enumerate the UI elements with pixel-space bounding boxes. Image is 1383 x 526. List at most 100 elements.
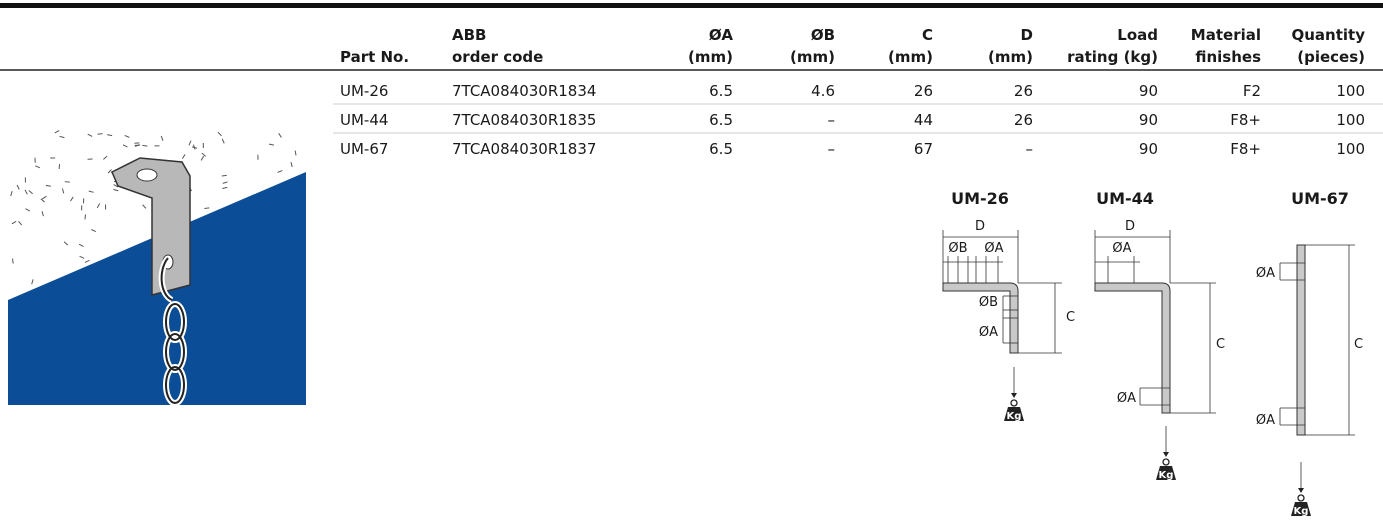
speckle (221, 174, 227, 177)
speckle (160, 135, 164, 141)
column-header: (mm) (790, 48, 835, 66)
speckle (222, 181, 228, 184)
diagram-label: ØA (1112, 241, 1131, 256)
table-cell: 6.5 (709, 82, 733, 100)
speckle (11, 220, 17, 225)
arrow-head (1298, 488, 1304, 493)
diagram-label: ØA (1256, 413, 1275, 428)
table-cell: 90 (1139, 111, 1158, 129)
speckle (113, 184, 119, 188)
column-header: finishes (1195, 48, 1261, 66)
speckle (40, 198, 45, 203)
table-cell: 90 (1139, 140, 1158, 158)
speckle (91, 229, 97, 232)
weight-ring (1297, 494, 1305, 502)
diagram-title: UM-26 (951, 189, 1009, 208)
table-cell: F2 (1243, 82, 1261, 100)
speckle (200, 155, 205, 161)
diagrams: UM-26 UM-44 UM-67 D ØB ØA ØB ØA C Kg D ØA ØA C Kg ØA ØA C… (942, 189, 1363, 517)
speckle (59, 135, 65, 139)
speckle (88, 190, 94, 193)
speckle (221, 138, 225, 144)
speckle (134, 144, 140, 147)
table-cell: 26 (1014, 82, 1033, 100)
diagram-label: ØA (1117, 391, 1136, 406)
speckle (107, 134, 113, 137)
column-header: Part No. (340, 48, 409, 66)
column-header: Load (1117, 26, 1158, 44)
weight-ring (1010, 399, 1018, 407)
speckle (181, 154, 186, 159)
column-header: ØA (709, 26, 733, 44)
table-cell: 100 (1336, 140, 1365, 158)
bracket (1094, 282, 1171, 414)
speckle (268, 143, 275, 146)
table-cell: 67 (914, 140, 933, 158)
column-header: D (1021, 26, 1033, 44)
speckle (18, 220, 23, 226)
diagram-label: ØB (979, 295, 998, 310)
diagram-label: C (1216, 337, 1225, 352)
diagram-label: ØB (948, 241, 967, 256)
speckle (79, 255, 85, 259)
speckle (70, 196, 74, 202)
speckle (16, 184, 20, 190)
speckle (278, 132, 282, 138)
speckle (78, 243, 84, 248)
diagram-label: ØA (1256, 266, 1275, 281)
column-header: ABB (452, 26, 486, 44)
speckle (103, 155, 108, 160)
table-cell: 7TCA084030R1834 (452, 82, 596, 100)
speckle (96, 203, 101, 209)
speckle (84, 214, 86, 220)
table-cell: UM-26 (340, 82, 388, 100)
table-cell: 4.6 (811, 82, 835, 100)
speckle (290, 162, 293, 168)
speckle (24, 189, 28, 195)
column-header: (mm) (688, 48, 733, 66)
table-cell: – (828, 140, 836, 158)
table-cell: 6.5 (709, 140, 733, 158)
speckle (222, 186, 228, 189)
speckle (41, 195, 47, 200)
column-header: rating (kg) (1067, 48, 1158, 66)
spec-table: Part No. ABB order code ØA (mm) ØB (mm) C (mm) D (… (333, 26, 1383, 158)
speckle (35, 165, 41, 169)
speckle (11, 258, 14, 264)
column-header: Quantity (1292, 26, 1366, 44)
table-cell: UM-44 (340, 111, 388, 129)
bracket (1296, 244, 1306, 436)
speckle (192, 146, 198, 149)
table-cell: 6.5 (709, 111, 733, 129)
weight-text: Kg (1294, 506, 1309, 517)
speckle (294, 150, 297, 156)
speckle (31, 279, 34, 285)
weight-text: Kg (1007, 411, 1022, 422)
speckle (28, 190, 33, 195)
speckle (122, 144, 128, 148)
speckle (113, 189, 119, 192)
arrow-head (1011, 393, 1017, 398)
speckle (142, 144, 148, 147)
speckle (107, 169, 112, 174)
bracket (942, 282, 1019, 354)
speckle (142, 204, 147, 209)
column-header: order code (452, 48, 543, 66)
diagram-label: C (1066, 310, 1075, 325)
speckle (10, 191, 13, 197)
weight-ring (1162, 458, 1170, 466)
diagram-label: D (1125, 219, 1135, 234)
weight-text: Kg (1159, 470, 1174, 481)
arrow-head (1163, 452, 1169, 457)
table-cell: – (1026, 140, 1034, 158)
column-header: (mm) (888, 48, 933, 66)
top-rule (0, 3, 1383, 8)
diagram-title: UM-44 (1096, 189, 1154, 208)
table-cell: 26 (914, 82, 933, 100)
weight-body (1156, 466, 1176, 480)
table-cell: 7TCA084030R1835 (452, 111, 596, 129)
table-cell: 26 (1014, 111, 1033, 129)
column-header: C (922, 26, 933, 44)
table-cell: 100 (1336, 82, 1365, 100)
